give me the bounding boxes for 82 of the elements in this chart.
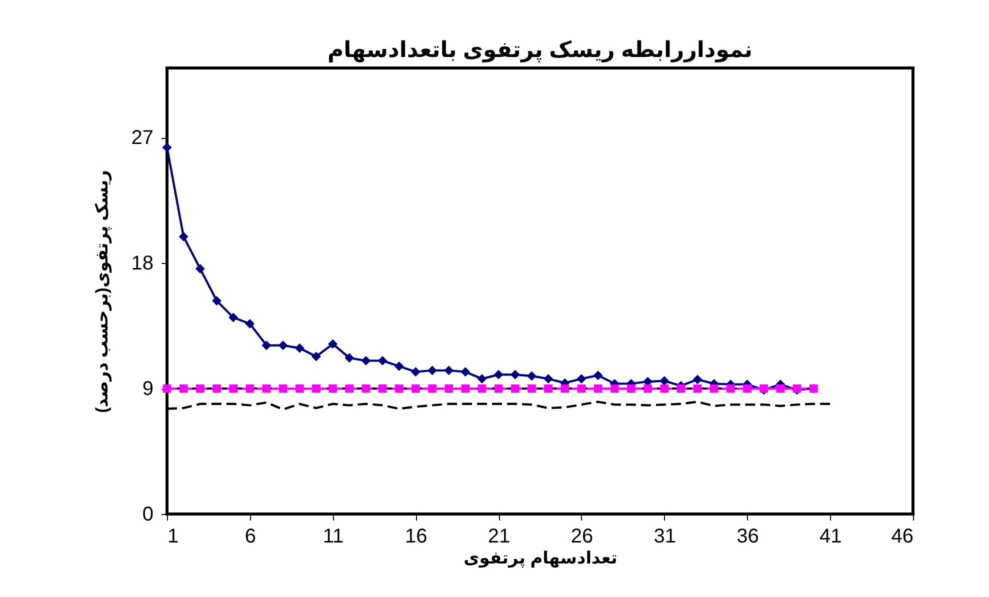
point [577,384,586,393]
point [560,384,570,393]
y-axis-title: ریسک پرتفوی(برحسب درصد) [92,170,112,413]
point [328,339,338,349]
point [528,384,536,393]
point [345,384,354,393]
point [660,384,669,393]
point [312,384,320,393]
point [428,366,437,376]
y-tick-label: 18 [131,252,154,275]
point [262,384,271,393]
point [510,370,520,380]
point [494,384,503,393]
point [162,142,172,152]
point [361,356,371,366]
point [245,319,255,328]
point [178,232,188,242]
point [394,362,404,372]
x-tick-label: 46 [891,526,914,548]
point [494,370,504,380]
y-tick-label: 9 [142,378,154,400]
point [378,384,387,393]
point [610,384,619,393]
y-tick-label: 27 [131,127,154,150]
point [594,384,602,393]
point [444,384,454,393]
point [344,353,354,363]
point [262,340,272,350]
point [526,371,536,381]
point [510,384,520,393]
point [246,384,254,393]
point [460,367,470,377]
point [195,264,205,274]
point [477,374,487,384]
point [394,384,404,393]
point [544,384,552,393]
x-tick-label: 11 [322,526,344,548]
point [212,296,222,306]
point [576,374,586,384]
x-tick-label: 21 [488,526,510,548]
point [411,384,420,393]
x-tick-label: 36 [736,526,759,548]
point [311,352,321,362]
point [278,340,288,350]
point [228,312,238,322]
point [362,384,370,393]
x-tick-label: 31 [654,526,676,548]
point [644,384,652,393]
point [295,384,304,393]
point [444,366,454,376]
point [461,384,470,393]
point [179,384,188,393]
point [328,384,337,393]
point [378,356,388,366]
x-tick-label: 26 [570,526,594,548]
point [278,384,288,393]
point [229,384,238,393]
x-tick-label: 1 [168,526,179,548]
point [693,384,702,393]
point [410,367,420,377]
point [162,384,172,393]
point [294,343,304,353]
point [726,384,735,393]
point [478,384,486,393]
point [593,370,603,380]
point [743,384,752,393]
point [710,384,718,393]
x-tick-label: 6 [244,526,256,548]
point [660,376,670,386]
chart-title: نموداررابطه ریسک پرتفوی باتعدادسهام [328,37,752,63]
point [212,384,221,393]
point [626,384,636,393]
point [776,384,785,393]
point [676,384,686,393]
x-axis-title: تعدادسهام پرتفوی [464,548,618,568]
y-tick-label: 0 [142,504,154,526]
x-tick-label: 16 [405,526,428,548]
point [692,374,702,384]
point [544,374,554,384]
point [428,384,436,393]
x-tick-label: 41 [819,526,842,548]
point [196,384,204,393]
